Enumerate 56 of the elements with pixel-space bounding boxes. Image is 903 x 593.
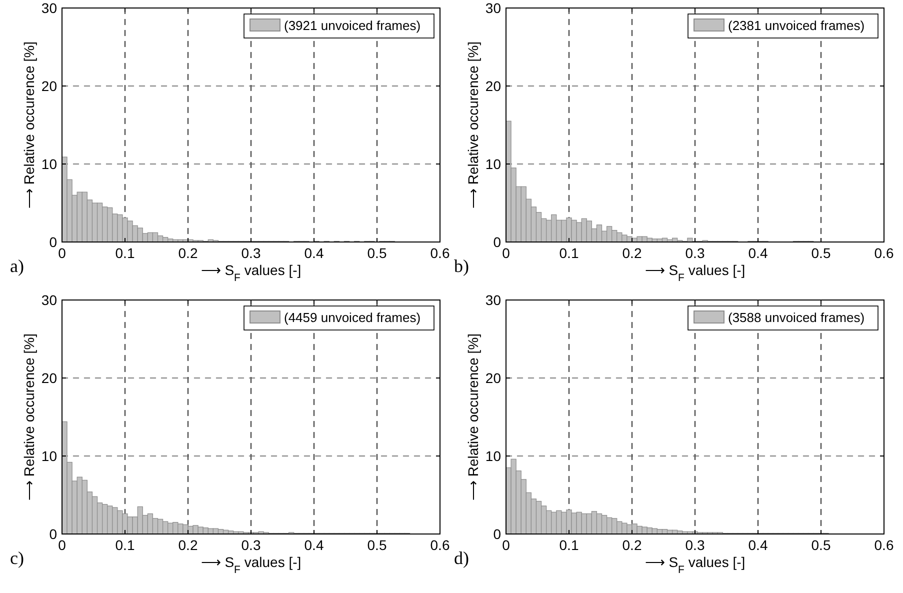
x-tick-label: 0.5 [367, 537, 387, 553]
y-tick-label: 0 [49, 234, 58, 250]
x-tick-label: 0.1 [115, 537, 135, 553]
x-axis-title: ⟶ S$_{F}$ values [-] [644, 554, 746, 576]
x-tick-label: 0.6 [430, 245, 450, 261]
y-tick-label: 10 [485, 156, 502, 172]
x-tick-label: 0.3 [241, 245, 261, 261]
text: b) [454, 256, 469, 276]
x-tick-label: 0.1 [559, 537, 579, 553]
x-tick-label: 0.5 [811, 537, 831, 553]
x-tick-label: 0.3 [685, 245, 705, 261]
x-tick-label: 0.2 [622, 537, 642, 553]
x-tick-label: 0.1 [115, 245, 135, 261]
x-tick-label: 0.6 [874, 537, 894, 553]
y-axis-title: ⟶ Relative occurence [%] [21, 41, 37, 209]
y-tick-label: 20 [41, 370, 58, 386]
x-tick-label: 0.5 [811, 245, 831, 261]
x-tick-label: 0.2 [178, 537, 198, 553]
x-tick-label: 0.4 [304, 537, 324, 553]
legend-label: (4459 unvoiced frames) [284, 310, 421, 325]
y-tick-label: 20 [485, 370, 502, 386]
x-axis-title: ⟶ S$_{F}$ values [-] [644, 262, 746, 284]
text: d) [454, 548, 469, 568]
y-tick-label: 0 [49, 526, 58, 542]
legend-label: (3588 unvoiced frames) [728, 310, 865, 325]
x-tick-label: 0.2 [622, 245, 642, 261]
x-tick-label: 0.4 [304, 245, 324, 261]
legend-label: (2381 unvoiced frames) [728, 18, 865, 33]
y-tick-label: 20 [485, 78, 502, 94]
y-tick-label: 10 [41, 448, 58, 464]
y-tick-label: 30 [485, 0, 502, 16]
y-tick-label: 20 [41, 78, 58, 94]
x-tick-label: 0.1 [559, 245, 579, 261]
x-axis-title: ⟶ S$_{F}$ values [-] [200, 554, 302, 576]
y-tick-label: 30 [41, 0, 58, 16]
y-tick-label: 0 [493, 234, 502, 250]
x-tick-label: 0.4 [748, 537, 768, 553]
x-axis-title: ⟶ S$_{F}$ values [-] [200, 262, 302, 284]
y-tick-label: 10 [485, 448, 502, 464]
y-axis-title: ⟶ Relative occurence [%] [465, 333, 481, 501]
y-axis-title: ⟶ Relative occurence [%] [21, 333, 37, 501]
x-tick-label: 0.4 [748, 245, 768, 261]
x-tick-label: 0.6 [430, 537, 450, 553]
y-axis-title: ⟶ Relative occurence [%] [465, 41, 481, 209]
x-tick-label: 0.2 [178, 245, 198, 261]
x-tick-label: 0.5 [367, 245, 387, 261]
y-tick-label: 10 [41, 156, 58, 172]
legend-label: (3921 unvoiced frames) [284, 18, 421, 33]
x-tick-label: 0.3 [685, 537, 705, 553]
y-tick-label: 30 [485, 292, 502, 308]
y-tick-label: 30 [41, 292, 58, 308]
text: a) [10, 256, 24, 276]
x-tick-label: 0.6 [874, 245, 894, 261]
y-tick-label: 0 [493, 526, 502, 542]
x-tick-label: 0.3 [241, 537, 261, 553]
text: c) [10, 548, 24, 568]
